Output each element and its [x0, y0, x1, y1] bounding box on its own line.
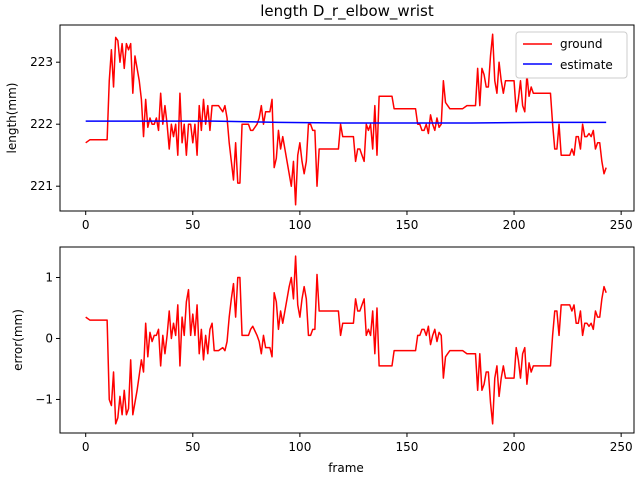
top-x-tick-label: 50: [185, 218, 200, 232]
top-x-tick-label: 0: [82, 218, 90, 232]
bottom-series-group: [85, 255, 607, 425]
top-y-ticks: 221 222 223: [30, 55, 60, 193]
legend-estimate-label: estimate: [560, 58, 613, 72]
top-subplot: 0 50 100 150 200 250 221 222 223 length(mm) gro…: [5, 24, 635, 232]
top-y-tick-label: 222: [30, 117, 53, 131]
top-x-tick-label: 250: [610, 218, 633, 232]
top-series-group: [85, 33, 607, 206]
bottom-x-tick-label: 0: [82, 440, 90, 454]
top-x-tick-label: 200: [503, 218, 526, 232]
top-plot-frame: [59, 24, 635, 212]
bottom-x-tick-label: 50: [185, 440, 200, 454]
bottom-x-axis-label: frame: [328, 461, 364, 475]
legend-ground-label: ground: [560, 37, 602, 51]
bottom-x-tick-label: 150: [396, 440, 419, 454]
top-y-tick-label: 221: [30, 179, 53, 193]
bottom-x-tick-label: 250: [610, 440, 633, 454]
figure-title: length D_r_elbow_wrist: [260, 2, 434, 21]
bottom-x-tick-label: 100: [288, 440, 311, 454]
bottom-x-ticks: 0 50 100 150 200 250: [82, 433, 633, 454]
bottom-y-tick-label: 0: [45, 331, 53, 345]
top-x-ticks: 0 50 100 150 200 250: [82, 211, 633, 232]
top-estimate-line: [85, 120, 607, 124]
bottom-y-tick-label: −1: [35, 392, 53, 406]
bottom-plot-frame: [59, 246, 635, 434]
bottom-y-ticks: −1 0 1: [35, 270, 60, 406]
top-x-tick-label: 150: [396, 218, 419, 232]
top-x-tick-label: 100: [288, 218, 311, 232]
legend: ground estimate: [515, 31, 628, 79]
top-y-axis-label: length(mm): [5, 83, 19, 154]
bottom-y-tick-label: 1: [45, 270, 53, 284]
bottom-x-tick-label: 200: [503, 440, 526, 454]
bottom-y-axis-label: error(mm): [11, 309, 25, 371]
bottom-subplot: 0 50 100 150 200 250 −1 0 1 error(mm) frame: [11, 246, 635, 475]
top-y-tick-label: 223: [30, 55, 53, 69]
top-ground-line: [85, 33, 607, 206]
bottom-series-0-line: [85, 255, 607, 425]
